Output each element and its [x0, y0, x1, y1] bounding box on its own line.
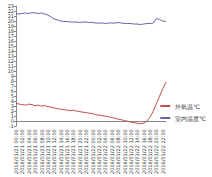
svg-text:8: 8 [10, 78, 14, 85]
svg-text:2: 2 [10, 108, 14, 115]
svg-text:5: 5 [10, 93, 14, 100]
svg-text:9: 9 [10, 73, 14, 80]
svg-text:2016/01/22 00:00: 2016/01/22 00:00 [90, 129, 96, 174]
svg-text:2016/01/21 00:00: 2016/01/21 00:00 [13, 129, 19, 174]
svg-text:2016/01/22 10:00: 2016/01/22 10:00 [122, 129, 128, 174]
svg-text:17: 17 [7, 33, 14, 39]
svg-text:2016/01/22 04:00: 2016/01/22 04:00 [102, 129, 108, 174]
svg-text:2016/01/22 02:00: 2016/01/22 02:00 [96, 129, 102, 174]
svg-text:2016/01/22 20:00: 2016/01/22 20:00 [153, 129, 159, 174]
svg-text:15: 15 [7, 43, 14, 50]
svg-text:2016/01/21 04:00: 2016/01/21 04:00 [26, 129, 32, 174]
svg-text:7: 7 [10, 83, 14, 90]
svg-text:-1: -1 [9, 123, 14, 130]
svg-text:11: 11 [7, 63, 14, 70]
svg-text:2016/01/21 08:00: 2016/01/21 08:00 [39, 129, 45, 174]
svg-text:2016/01/22 18:00: 2016/01/22 18:00 [147, 129, 153, 174]
svg-text:0: 0 [10, 118, 14, 125]
svg-text:10: 10 [7, 68, 14, 75]
svg-text:2016/01/22 12:00: 2016/01/22 12:00 [128, 129, 134, 174]
svg-text:21: 21 [7, 13, 14, 19]
svg-text:2016/01/22 16:00: 2016/01/22 16:00 [141, 129, 147, 174]
svg-text:23: 23 [8, 3, 14, 9]
svg-text:16: 16 [7, 38, 14, 45]
svg-text:18: 18 [7, 28, 14, 34]
svg-text:2016/01/21 22:00: 2016/01/21 22:00 [83, 129, 89, 174]
svg-text:22: 22 [7, 8, 14, 14]
svg-text:2016/01/21 10:00: 2016/01/21 10:00 [45, 129, 51, 174]
svg-text:室内温度℃: 室内温度℃ [175, 115, 206, 122]
svg-text:20: 20 [7, 18, 14, 24]
svg-text:2016/01/22 06:00: 2016/01/22 06:00 [109, 129, 115, 174]
svg-text:2016/01/21 06:00: 2016/01/21 06:00 [32, 129, 38, 174]
svg-text:19: 19 [7, 23, 14, 29]
svg-text:14: 14 [7, 48, 14, 55]
svg-text:2016/01/21 02:00: 2016/01/21 02:00 [19, 129, 25, 174]
svg-text:外気温℃: 外気温℃ [175, 103, 200, 110]
svg-text:13: 13 [7, 53, 14, 60]
svg-text:2016/01/22 22:00: 2016/01/22 22:00 [160, 129, 166, 174]
svg-text:2016/01/22 14:00: 2016/01/22 14:00 [134, 129, 140, 174]
svg-text:2016/01/22 08:00: 2016/01/22 08:00 [115, 129, 121, 174]
svg-text:12: 12 [7, 58, 14, 65]
svg-text:2016/01/21 12:00: 2016/01/21 12:00 [51, 129, 57, 174]
svg-text:2016/01/21 20:00: 2016/01/21 20:00 [77, 129, 83, 174]
svg-text:3: 3 [10, 103, 14, 110]
svg-text:2016/01/21 14:00: 2016/01/21 14:00 [58, 129, 64, 174]
svg-text:4: 4 [10, 98, 14, 105]
svg-text:2016/01/21 18:00: 2016/01/21 18:00 [70, 129, 76, 174]
svg-text:1: 1 [10, 113, 14, 120]
svg-text:2016/01/21 16:00: 2016/01/21 16:00 [64, 129, 70, 174]
svg-text:6: 6 [10, 88, 14, 95]
